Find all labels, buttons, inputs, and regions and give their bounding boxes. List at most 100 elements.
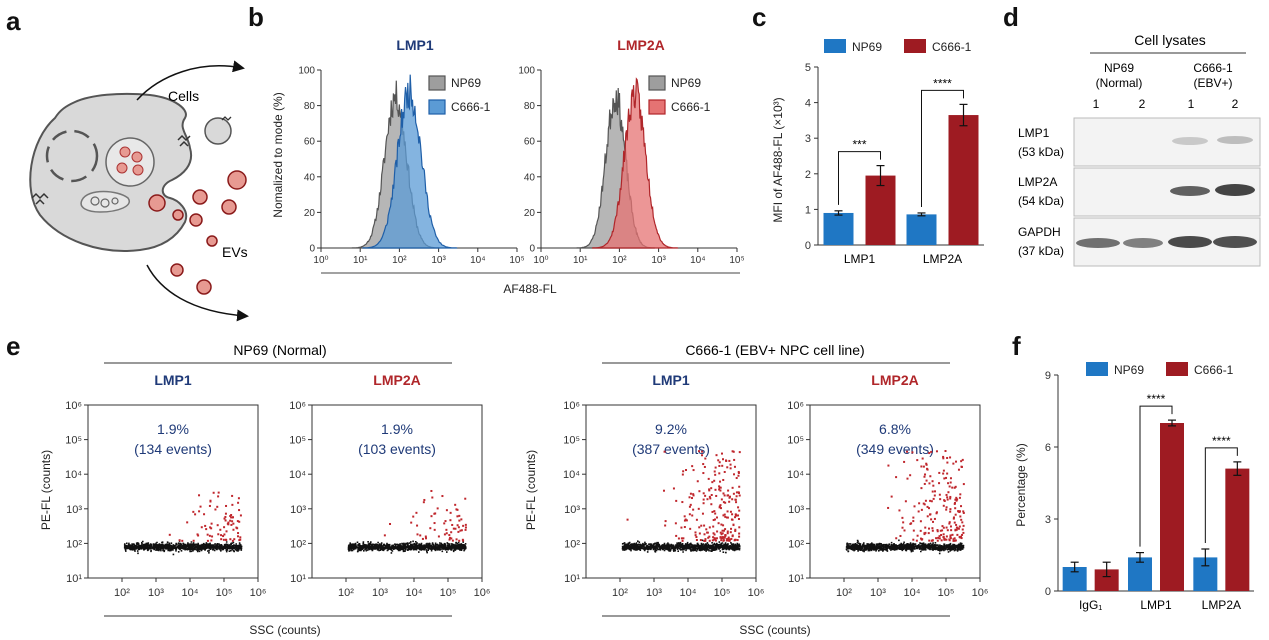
positive-event [936,530,939,533]
positive-event [727,494,730,497]
positive-event [703,465,706,468]
positive-event [724,501,727,504]
group-np69-sub: (Normal) [1096,76,1143,90]
x-tick-label: 10² [836,587,852,599]
positive-event [196,533,199,536]
positive-event [689,492,692,495]
positive-event [701,454,704,457]
positive-event [943,477,946,480]
y-tick-label: 10² [290,538,306,550]
positive-event [694,531,697,534]
positive-event [723,536,726,539]
positive-event [928,452,931,455]
x-tick-label: 10¹ [353,255,368,266]
bar-np69 [1128,557,1152,591]
positive-event [912,520,915,523]
bar-c6661 [865,175,896,245]
panel-a: a Cells EVs [6,6,249,322]
positive-event [716,530,719,533]
positive-event [728,538,731,541]
positive-event [222,535,225,538]
scatter-plot-2: 10¹ 10² 10³ 10⁴ 10⁵ 10⁶ 10² 10³ 10⁴ 10⁵ 10⁶ LMP2A 1.… [289,372,490,599]
positive-event [942,533,945,536]
positive-event [949,508,952,511]
positive-event [730,518,733,521]
x-tick-label: 10⁵ [509,255,524,266]
group-right-title: C666-1 (EBV+ NPC cell line) [685,342,864,358]
significance-bracket [1204,447,1238,543]
positive-event [721,532,724,535]
positive-event [211,535,214,538]
positive-event [721,464,724,467]
y-tick-label: 20 [524,208,536,219]
positive-event [703,539,706,542]
positive-event [725,516,728,519]
negative-events-cluster [621,539,741,554]
panel-a-label: a [6,6,21,36]
positive-event [462,524,465,527]
x-tick-label: 10⁴ [690,255,705,266]
positive-event [922,502,925,505]
legend-swatch [1166,362,1188,376]
positive-event [724,528,727,531]
x-tick-label: 10³ [148,587,164,599]
x-tick-label: LMP1 [1140,598,1172,612]
positive-event [949,537,952,540]
positive-event [225,530,228,533]
y-tick-label: 10⁵ [289,435,306,447]
positive-event [711,539,714,542]
positive-event [942,526,945,529]
positive-event [943,499,946,502]
positive-event [664,524,667,527]
positive-event [925,479,928,482]
positive-event [936,539,939,542]
positive-event [445,532,448,535]
y-tick-label: 10⁴ [787,469,804,481]
positive-event [945,476,948,479]
positive-event [948,485,951,488]
panel-b: b LMP1 LMP2A Nomalized to mode (%) 0 20 40… [248,2,745,296]
positive-event [238,539,241,542]
positive-event [203,513,206,516]
positive-event [957,510,960,513]
positive-event [734,538,737,541]
positive-event [708,539,711,542]
positive-event [954,513,957,516]
bar-c6661 [948,115,979,245]
positive-event [926,467,929,470]
positive-event [681,501,684,504]
positive-event [688,513,691,516]
bar-chart-percentage: 0 3 6 9 IgG₁ LMP1 LMP2A **** **** NP69 C666-1 [1045,362,1254,612]
positive-event [722,529,725,532]
y-tick-label: 0 [529,244,535,255]
positive-event [692,494,695,497]
positive-event [926,505,929,508]
positive-event [949,534,952,537]
positive-event [704,494,707,497]
positive-event [720,452,723,455]
positive-event [905,450,908,453]
positive-event [959,536,962,539]
positive-event [942,504,945,507]
positive-event [703,533,706,536]
ev-particle [148,194,166,212]
positive-event [225,504,228,507]
scatter-title: LMP1 [652,372,690,388]
positive-event [692,508,695,511]
positive-event [441,495,444,498]
positive-event [713,533,716,536]
blot-row-kda: (54 kDa) [1018,194,1064,208]
positive-event [954,507,957,510]
positive-event [706,531,709,534]
positive-event [223,517,226,520]
histogram-c6661 [591,77,679,249]
positive-event [714,473,717,476]
positive-event [410,521,413,524]
positive-event [680,537,683,540]
y-tick-label: 10⁶ [787,400,804,412]
positive-event [239,514,242,517]
positive-event [713,470,716,473]
x-tick-label: 10⁴ [406,587,423,599]
positive-event [704,457,707,460]
